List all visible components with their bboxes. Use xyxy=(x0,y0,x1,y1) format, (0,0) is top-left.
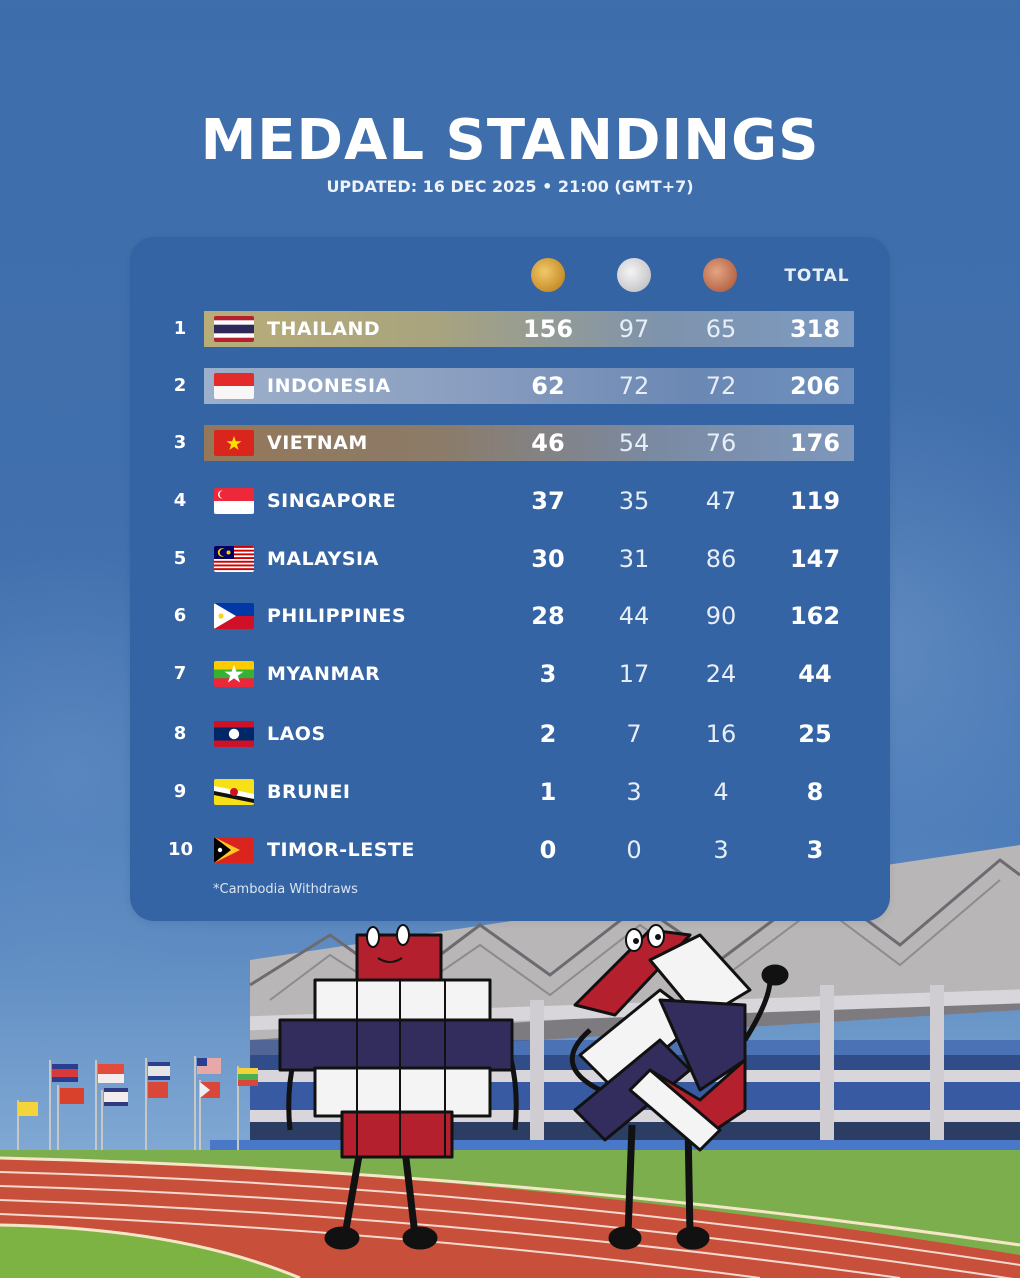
rank: 6 xyxy=(173,605,187,626)
country-name: THAILAND xyxy=(267,318,381,340)
bronze-count: 16 xyxy=(705,720,737,748)
gold-count: 0 xyxy=(539,836,557,864)
gold-count: 62 xyxy=(531,372,565,400)
bronze-medal-icon xyxy=(703,258,737,292)
gold-count: 46 xyxy=(531,429,565,457)
country-name: TIMOR-LESTE xyxy=(267,839,415,861)
total-count: 176 xyxy=(789,429,841,457)
table-row: 2 INDONESIA 62 72 72 206 xyxy=(130,368,890,404)
rank: 5 xyxy=(173,548,187,569)
rank: 7 xyxy=(173,663,187,684)
total-count: 147 xyxy=(789,545,841,573)
silver-count: 35 xyxy=(618,487,650,515)
laos-flag-icon xyxy=(214,721,254,747)
silver-count: 7 xyxy=(626,720,642,748)
total-count: 318 xyxy=(789,315,841,343)
country-name: PHILIPPINES xyxy=(267,605,407,627)
rank: 2 xyxy=(173,375,187,396)
total-count: 3 xyxy=(806,836,824,864)
mascot-right xyxy=(569,928,789,1250)
rank: 1 xyxy=(173,318,187,339)
silver-highlight-band xyxy=(204,368,854,404)
table-row: 6 PHILIPPINES 28 44 90 162 xyxy=(130,598,890,634)
country-name: MALAYSIA xyxy=(267,548,379,570)
table-row: 4 SINGAPORE 37 35 47 119 xyxy=(130,483,890,519)
silver-count: 31 xyxy=(618,545,650,573)
rank: 3 xyxy=(173,432,187,453)
gold-highlight-band xyxy=(204,311,854,347)
malaysia-flag-icon xyxy=(214,546,254,572)
bronze-count: 76 xyxy=(705,429,737,457)
gold-count: 37 xyxy=(531,487,565,515)
silver-count: 54 xyxy=(618,429,650,457)
rank: 10 xyxy=(168,839,194,860)
gold-count: 30 xyxy=(531,545,565,573)
footnote: *Cambodia Withdraws xyxy=(213,882,358,897)
bronze-count: 65 xyxy=(705,315,737,343)
brunei-flag-icon xyxy=(214,779,254,805)
country-name: VIETNAM xyxy=(267,432,368,454)
total-count: 8 xyxy=(806,778,824,806)
table-row: 7 MYANMAR 3 17 24 44 xyxy=(130,656,890,692)
silver-count: 97 xyxy=(618,315,650,343)
table-row: 9 BRUNEI 1 3 4 8 xyxy=(130,774,890,810)
myanmar-flag-icon xyxy=(214,661,254,687)
bronze-count: 90 xyxy=(705,602,737,630)
table-row: 5 MALAYSIA 30 31 86 147 xyxy=(130,541,890,577)
country-name: SINGAPORE xyxy=(267,490,397,512)
silver-count: 44 xyxy=(618,602,650,630)
gold-count: 1 xyxy=(539,778,557,806)
silver-count: 3 xyxy=(626,778,642,806)
bronze-count: 72 xyxy=(705,372,737,400)
total-count: 119 xyxy=(789,487,841,515)
gold-count: 2 xyxy=(539,720,557,748)
medal-table-panel xyxy=(130,237,890,921)
table-row: 10 TIMOR-LESTE 0 0 3 3 xyxy=(130,832,890,868)
total-count: 25 xyxy=(798,720,832,748)
table-row: 1 THAILAND 156 97 65 318 xyxy=(130,311,890,347)
rank: 8 xyxy=(173,723,187,744)
bronze-highlight-band xyxy=(204,425,854,461)
silver-count: 0 xyxy=(626,836,642,864)
gold-count: 3 xyxy=(539,660,557,688)
rank: 4 xyxy=(173,490,187,511)
country-name: INDONESIA xyxy=(267,375,391,397)
silver-count: 17 xyxy=(618,660,650,688)
silver-medal-icon xyxy=(617,258,651,292)
philippines-flag-icon xyxy=(214,603,254,629)
bronze-count: 47 xyxy=(705,487,737,515)
total-column-header: TOTAL xyxy=(784,266,850,286)
bronze-count: 24 xyxy=(705,660,737,688)
rank: 9 xyxy=(173,781,187,802)
total-count: 162 xyxy=(789,602,841,630)
timor-leste-flag-icon xyxy=(214,837,254,863)
total-count: 44 xyxy=(798,660,832,688)
singapore-flag-icon xyxy=(214,488,254,514)
gold-count: 156 xyxy=(522,315,574,343)
silver-count: 72 xyxy=(618,372,650,400)
indonesia-flag-icon xyxy=(214,373,254,399)
total-count: 206 xyxy=(789,372,841,400)
page-title: MEDAL STANDINGS xyxy=(200,108,820,173)
gold-medal-icon xyxy=(531,258,565,292)
table-row: 3 VIETNAM 46 54 76 176 xyxy=(130,425,890,461)
bronze-count: 86 xyxy=(705,545,737,573)
bronze-count: 3 xyxy=(713,836,729,864)
thailand-flag-icon xyxy=(214,316,254,342)
gold-count: 28 xyxy=(531,602,565,630)
country-name: BRUNEI xyxy=(267,781,351,803)
table-row: 8 LAOS 2 7 16 25 xyxy=(130,716,890,752)
country-name: LAOS xyxy=(267,723,326,745)
country-name: MYANMAR xyxy=(267,663,381,685)
bronze-count: 4 xyxy=(713,778,729,806)
vietnam-flag-icon xyxy=(214,430,254,456)
updated-timestamp: UPDATED: 16 DEC 2025 • 21:00 (GMT+7) xyxy=(326,177,694,196)
